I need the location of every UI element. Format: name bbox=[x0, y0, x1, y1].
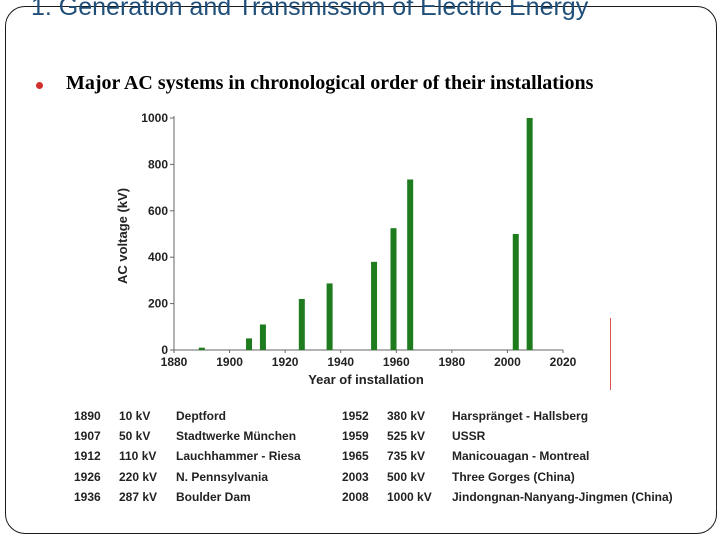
table-row: 2008 1000 kV Jindongnan-Nanyang-Jingmen (C… bbox=[342, 487, 673, 507]
table-cell-year: 1952 bbox=[342, 409, 369, 424]
table-cell-location: Harspränget - Hallsberg bbox=[452, 409, 589, 424]
table-row: 1959 525 kV USSR bbox=[342, 426, 673, 446]
table-cell-year: 1907 bbox=[74, 429, 101, 444]
table-cell-location: Three Gorges (China) bbox=[452, 469, 575, 484]
table-cell-location: Stadtwerke München bbox=[176, 429, 297, 444]
table-cell-location: USSR bbox=[452, 429, 486, 444]
slide-title: 1. Generation and Transmission of Electr… bbox=[31, 0, 589, 21]
table-cell-voltage: 50 kV bbox=[119, 429, 151, 444]
y-axis-label: AC voltage (kV) bbox=[115, 188, 130, 284]
x-tick-label: 2020 bbox=[550, 355, 577, 369]
table-cell-voltage: 380 kV bbox=[387, 409, 426, 424]
y-tick-label: 0 bbox=[161, 343, 168, 357]
table-row: 1936 287 kV Boulder Dam bbox=[74, 487, 301, 507]
slide-edge-line bbox=[716, 40, 717, 510]
table-cell-voltage: 500 kV bbox=[387, 469, 426, 484]
table-cell-location: N. Pennsylvania bbox=[176, 469, 269, 484]
x-tick-label: 1980 bbox=[439, 355, 466, 369]
chart-axes bbox=[170, 116, 564, 353]
bar-1912 bbox=[259, 324, 266, 350]
x-tick-label: 1880 bbox=[161, 355, 188, 369]
table-row: 2003 500 kV Three Gorges (China) bbox=[342, 467, 673, 487]
bar-2003 bbox=[512, 234, 519, 350]
table-cell-voltage: 1000 kV bbox=[387, 489, 432, 504]
y-tick-label: 600 bbox=[148, 204, 168, 218]
slide-frame bbox=[5, 6, 717, 534]
bar-1926 bbox=[298, 298, 305, 350]
bullet-dot-icon bbox=[36, 82, 43, 89]
ac-systems-table-left: 1890 10 kV Deptford 1907 50 kV Stadtwerke Mün… bbox=[74, 406, 301, 507]
table-cell-location: Boulder Dam bbox=[176, 489, 251, 504]
table-cell-voltage: 110 kV bbox=[119, 449, 157, 464]
table-row: 1952 380 kV Harspränget - Hallsberg bbox=[342, 406, 673, 426]
table-cell-year: 2003 bbox=[342, 469, 369, 484]
table-cell-year: 1936 bbox=[74, 489, 101, 504]
table-cell-year: 1912 bbox=[74, 449, 101, 464]
chart-bars bbox=[198, 118, 533, 350]
x-tick-label: 2000 bbox=[494, 355, 521, 369]
table-row: 1907 50 kV Stadtwerke München bbox=[74, 426, 301, 446]
table-row: 1965 735 kV Manicouagan - Montreal bbox=[342, 446, 673, 466]
ac-systems-table-right: 1952 380 kV Harspränget - Hallsberg 1959 525… bbox=[342, 406, 673, 507]
x-axis-label: Year of installation bbox=[308, 372, 424, 387]
x-tick-label: 1900 bbox=[216, 355, 243, 369]
table-cell-year: 1959 bbox=[342, 429, 369, 444]
x-tick-label: 1960 bbox=[383, 355, 410, 369]
table-cell-voltage: 735 kV bbox=[387, 449, 426, 464]
table-cell-voltage: 220 kV bbox=[119, 469, 158, 484]
bar-1936 bbox=[326, 283, 333, 350]
bar-1965 bbox=[407, 179, 414, 350]
bullet-text: Major AC systems in chronological order … bbox=[66, 72, 594, 94]
bar-1907 bbox=[246, 338, 253, 350]
bar-2008 bbox=[526, 118, 533, 350]
table-cell-location: Deptford bbox=[176, 409, 226, 424]
table-row: 1890 10 kV Deptford bbox=[74, 406, 301, 426]
x-tick-label: 1920 bbox=[272, 355, 299, 369]
y-tick-label: 1000 bbox=[141, 111, 168, 125]
y-tick-label: 200 bbox=[148, 297, 168, 311]
chart-tick-labels: 0 200 400 600 800 1000 1880 1900 1920 1940 1960 198… bbox=[141, 111, 576, 369]
accent-divider-line bbox=[610, 318, 611, 390]
table-cell-year: 1965 bbox=[342, 449, 369, 464]
table-cell-year: 1926 bbox=[74, 469, 101, 484]
table-cell-location: Lauchhammer - Riesa bbox=[176, 449, 301, 464]
table-cell-year: 2008 bbox=[342, 489, 369, 504]
table-cell-year: 1890 bbox=[74, 409, 101, 424]
x-tick-label: 1940 bbox=[327, 355, 354, 369]
table-cell-voltage: 287 kV bbox=[119, 489, 158, 504]
table-cell-voltage: 10 kV bbox=[119, 409, 151, 424]
table-row: 1912 110 kV Lauchhammer - Riesa bbox=[74, 446, 301, 466]
bar-1959 bbox=[390, 228, 397, 350]
y-tick-label: 400 bbox=[148, 250, 168, 264]
table-cell-location: Jindongnan-Nanyang-Jingmen (China) bbox=[452, 489, 673, 504]
table-cell-location: Manicouagan - Montreal bbox=[452, 449, 590, 464]
bar-1890 bbox=[198, 347, 205, 350]
bar-1952 bbox=[371, 261, 378, 350]
table-cell-voltage: 525 kV bbox=[387, 429, 426, 444]
y-tick-label: 800 bbox=[148, 157, 168, 171]
table-row: 1926 220 kV N. Pennsylvania bbox=[74, 467, 301, 487]
